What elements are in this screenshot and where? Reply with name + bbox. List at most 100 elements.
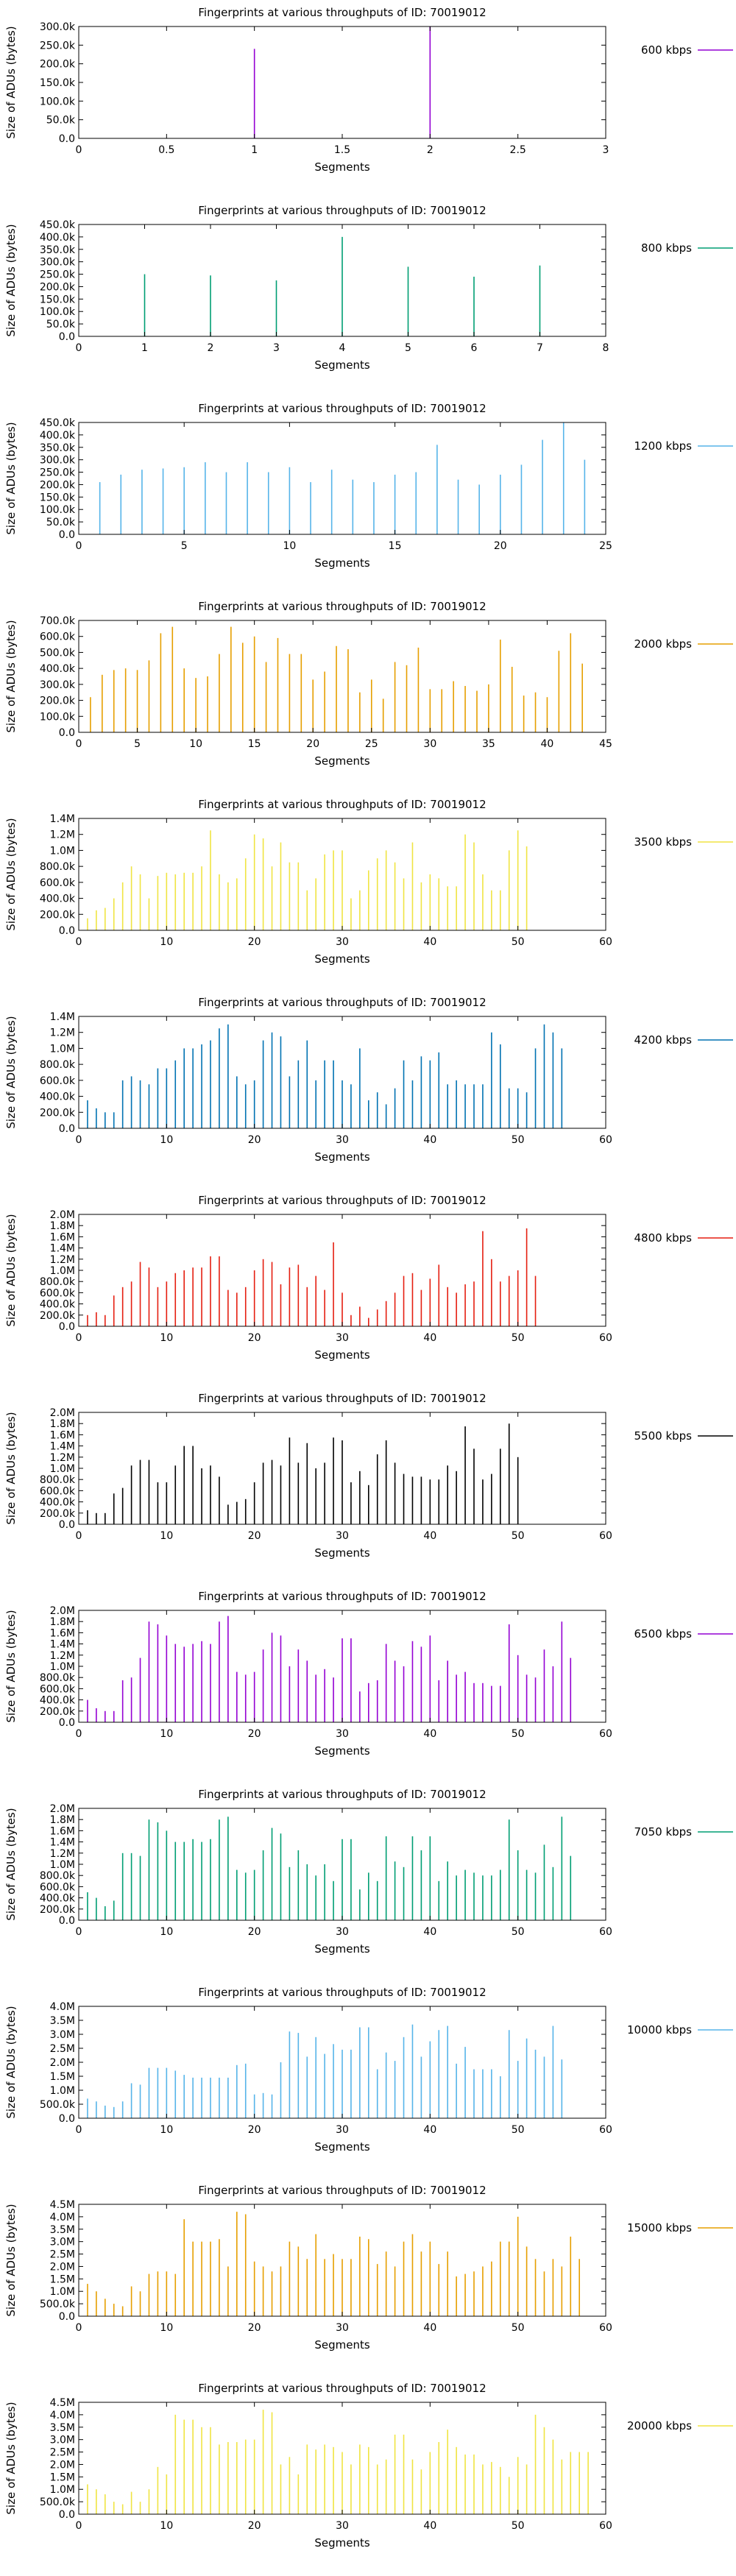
x-tick-label: 25 <box>365 738 378 750</box>
y-axis-label: Size of ADUs (bytes) <box>4 1808 18 1920</box>
x-tick-label: 40 <box>423 2124 436 2136</box>
y-tick-label: 250.0k <box>40 269 76 281</box>
x-axis-label: Segments <box>314 2536 370 2550</box>
y-tick-label: 0.0 <box>59 529 75 541</box>
chart-title: Fingerprints at various throughputs of I… <box>198 996 486 1009</box>
x-tick-label: 1 <box>141 342 148 354</box>
y-tick-label: 1.2M <box>50 1848 75 1860</box>
y-tick-label: 2.0M <box>50 2057 75 2069</box>
chart-panel-4: Fingerprints at various throughputs of I… <box>4 798 733 966</box>
y-tick-label: 4.0M <box>50 2410 75 2421</box>
y-axis-label: Size of ADUs (bytes) <box>4 1214 18 1326</box>
y-tick-label: 1.2M <box>50 829 75 841</box>
x-tick-label: 50 <box>512 2124 525 2136</box>
y-tick-label: 150.0k <box>40 294 76 305</box>
x-tick-label: 1.5 <box>334 144 350 156</box>
x-tick-label: 60 <box>599 2124 612 2136</box>
y-tick-label: 100.0k <box>40 504 76 516</box>
y-tick-label: 1.2M <box>50 1650 75 1662</box>
y-tick-label: 800.0k <box>40 1474 76 1486</box>
y-tick-label: 400.0k <box>40 1695 76 1707</box>
y-tick-label: 600.0k <box>40 1881 76 1893</box>
x-tick-label: 30 <box>336 1134 349 1146</box>
x-tick-label: 0 <box>76 144 82 156</box>
y-tick-label: 200.0k <box>40 59 76 71</box>
y-axis-label: Size of ADUs (bytes) <box>4 1610 18 1722</box>
x-tick-label: 0 <box>76 1728 82 1740</box>
legend-label: 5500 kbps <box>634 1429 693 1443</box>
y-tick-label: 300.0k <box>40 257 76 269</box>
y-tick-label: 1.8M <box>50 1220 75 1232</box>
y-tick-label: 400.0k <box>40 232 76 244</box>
y-tick-label: 1.8M <box>50 1616 75 1628</box>
y-tick-label: 50.0k <box>46 517 76 528</box>
x-tick-label: 5 <box>405 342 411 354</box>
y-tick-label: 350.0k <box>40 442 76 454</box>
x-tick-label: 3 <box>273 342 280 354</box>
y-tick-label: 1.6M <box>50 1627 75 1639</box>
plot-frame <box>78 26 606 139</box>
chart-panel-8: Fingerprints at various throughputs of I… <box>4 1590 733 1758</box>
x-tick-label: 40 <box>423 2322 436 2334</box>
x-tick-label: 30 <box>336 2520 349 2532</box>
x-tick-label: 15 <box>389 540 402 552</box>
y-tick-label: 0.0 <box>59 1717 75 1729</box>
y-tick-label: 1.0M <box>50 1859 75 1871</box>
y-tick-label: 2.0M <box>50 2459 75 2471</box>
x-tick-label: 60 <box>599 1728 612 1740</box>
x-tick-label: 0 <box>76 1530 82 1542</box>
x-tick-label: 40 <box>423 1530 436 1542</box>
y-tick-label: 800.0k <box>40 1276 76 1288</box>
plot-frame <box>78 620 606 733</box>
y-tick-label: 1.0M <box>50 1463 75 1475</box>
x-tick-label: 2 <box>208 342 214 354</box>
x-tick-label: 60 <box>599 1926 612 1938</box>
chart-panel-1: Fingerprints at various throughputs of I… <box>4 204 733 372</box>
x-tick-label: 10 <box>160 1134 173 1146</box>
x-tick-label: 0 <box>76 342 82 354</box>
x-tick-label: 60 <box>599 1134 612 1146</box>
x-tick-label: 50 <box>512 2322 525 2334</box>
y-tick-label: 400.0k <box>40 1299 76 1311</box>
x-tick-label: 0 <box>76 540 82 552</box>
y-tick-label: 3.0M <box>50 2237 75 2248</box>
x-tick-label: 30 <box>336 1926 349 1938</box>
y-tick-label: 400.0k <box>40 1497 76 1509</box>
x-tick-label: 10 <box>283 540 296 552</box>
legend-label: 7050 kbps <box>634 1825 693 1839</box>
chart-panel-11: Fingerprints at various throughputs of I… <box>4 2184 733 2352</box>
x-tick-label: 50 <box>512 1530 525 1542</box>
legend-label: 1200 kbps <box>634 439 693 453</box>
y-tick-label: 200.0k <box>40 1904 76 1916</box>
y-tick-label: 600.0k <box>40 1075 76 1087</box>
y-tick-label: 4.0M <box>50 2001 75 2013</box>
x-tick-label: 25 <box>599 540 612 552</box>
y-tick-label: 0.0 <box>59 331 75 343</box>
y-tick-label: 350.0k <box>40 244 76 256</box>
chart-title: Fingerprints at various throughputs of I… <box>198 1392 486 1405</box>
x-tick-label: 7 <box>537 342 543 354</box>
x-tick-label: 60 <box>599 936 612 948</box>
y-tick-label: 1.0M <box>50 1265 75 1277</box>
y-tick-label: 1.2M <box>50 1254 75 1266</box>
y-axis-label: Size of ADUs (bytes) <box>4 1412 18 1524</box>
y-tick-label: 600.0k <box>40 1485 76 1497</box>
x-tick-label: 1 <box>251 144 258 156</box>
x-tick-label: 50 <box>512 936 525 948</box>
y-tick-label: 300.0k <box>40 21 76 33</box>
y-tick-label: 1.6M <box>50 1825 75 1837</box>
y-tick-label: 1.6M <box>50 1231 75 1243</box>
y-tick-label: 4.5M <box>50 2397 75 2409</box>
y-tick-label: 450.0k <box>40 417 76 429</box>
y-tick-label: 2.5M <box>50 2043 75 2055</box>
y-axis-label: Size of ADUs (bytes) <box>4 26 18 138</box>
x-tick-label: 60 <box>599 2322 612 2334</box>
x-tick-label: 30 <box>336 1332 349 1344</box>
x-tick-label: 35 <box>482 738 495 750</box>
y-tick-label: 600.0k <box>40 1287 76 1299</box>
x-tick-label: 0 <box>76 1926 82 1938</box>
x-tick-label: 30 <box>423 738 436 750</box>
y-tick-label: 1.5M <box>50 2274 75 2285</box>
x-tick-label: 45 <box>599 738 612 750</box>
y-tick-label: 0.0 <box>59 1321 75 1333</box>
